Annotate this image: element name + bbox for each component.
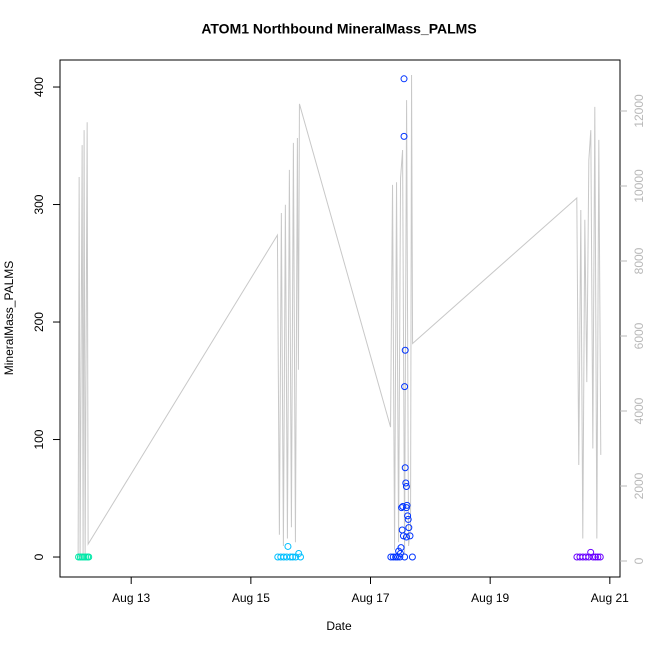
y-axis-label: MineralMass_PALMS <box>2 261 16 375</box>
line <box>77 74 602 558</box>
point <box>85 553 93 561</box>
y-tick-label: 100 <box>32 429 46 449</box>
y2-tick-label: 6000 <box>632 322 646 349</box>
point <box>284 542 292 550</box>
point <box>408 553 416 561</box>
point <box>389 553 397 561</box>
point <box>400 132 408 140</box>
point <box>397 544 405 552</box>
point <box>402 483 410 491</box>
point <box>399 503 407 510</box>
point <box>402 533 410 541</box>
point <box>280 553 288 561</box>
point <box>585 553 593 561</box>
x-axis-label: Date <box>326 619 352 633</box>
point <box>396 553 404 561</box>
y2-tick-label: 12000 <box>632 94 646 128</box>
chart-title: ATOM1 Northbound MineralMass_PALMS <box>201 21 476 37</box>
point <box>399 532 407 540</box>
point <box>401 464 409 472</box>
x-tick-label: Aug 15 <box>232 591 270 605</box>
point <box>401 553 409 561</box>
y2-tick-label: 2000 <box>632 472 646 499</box>
y-tick-label: 400 <box>32 77 46 97</box>
point <box>406 532 414 540</box>
y-tick-label: 300 <box>32 194 46 214</box>
point <box>295 550 303 557</box>
x-tick-label: Aug 19 <box>471 591 509 605</box>
y2-tick-label: 0 <box>632 557 646 564</box>
point <box>400 75 408 83</box>
point <box>589 553 597 561</box>
x-tick-label: Aug 13 <box>112 591 150 605</box>
point <box>401 383 409 391</box>
y2-tick-label: 4000 <box>632 397 646 424</box>
x-tick-label: Aug 21 <box>591 591 629 605</box>
point <box>402 479 410 487</box>
point <box>286 553 294 561</box>
y-tick-label: 0 <box>32 553 46 560</box>
y-tick-label: 200 <box>32 312 46 332</box>
point <box>591 553 599 561</box>
point <box>289 553 297 561</box>
point <box>582 553 590 561</box>
point <box>387 553 395 561</box>
y2-tick-label: 10000 <box>632 169 646 203</box>
point <box>404 515 412 523</box>
plot-frame <box>59 59 621 578</box>
point <box>596 553 604 561</box>
point <box>594 553 602 561</box>
y2-tick-label: 8000 <box>632 247 646 274</box>
point <box>404 512 412 520</box>
point <box>297 553 305 561</box>
point <box>403 501 411 509</box>
point <box>405 524 413 532</box>
x-tick-label: Aug 17 <box>351 591 389 605</box>
point <box>401 346 409 354</box>
